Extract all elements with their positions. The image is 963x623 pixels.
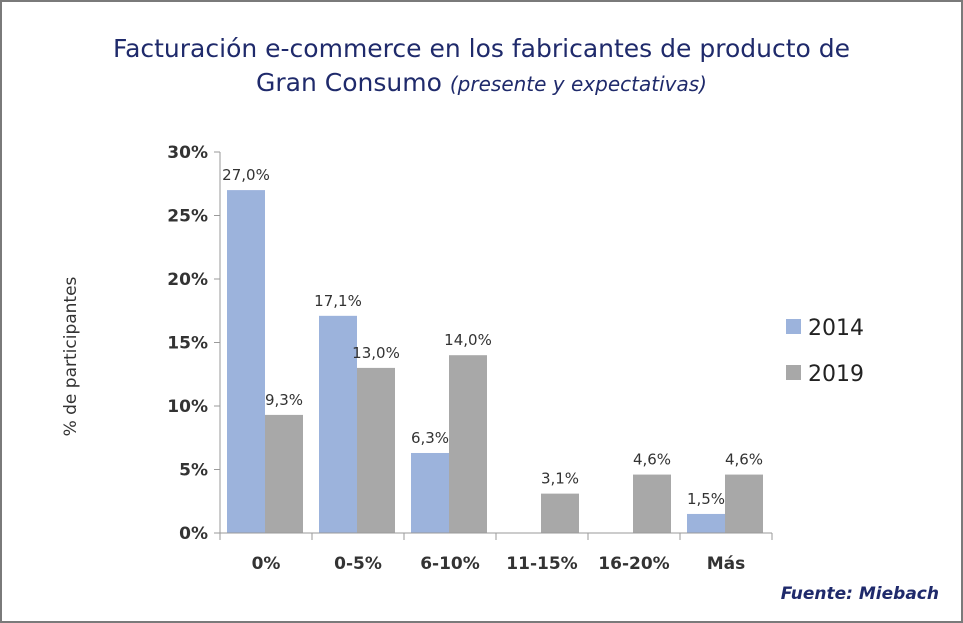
legend-swatch-2019 — [786, 365, 801, 380]
bar-2014-2 — [411, 452, 449, 533]
y-tick-label-0: 0% — [179, 524, 208, 544]
bar-2019-2 — [449, 355, 487, 533]
bar-2014-1 — [319, 315, 357, 533]
chart-title-line1: Facturación e-commerce en los fabricante… — [112, 34, 850, 63]
legend-label-2014: 2014 — [808, 316, 864, 341]
legend-label-2019: 2019 — [808, 362, 864, 387]
legend-layer: 2014 2019 — [786, 316, 864, 387]
y-tick-label-3: 15% — [167, 334, 208, 354]
data-label-2019-1: 13,0% — [352, 344, 400, 362]
bar-2014-5 — [687, 513, 725, 533]
data-label-2019-4: 4,6% — [633, 451, 671, 469]
y-tick-label-2: 10% — [167, 397, 208, 417]
x-tick-label-1: 0-5% — [334, 554, 382, 574]
x-tick-label-5: Más — [707, 554, 746, 574]
legend-swatch-2014 — [786, 319, 801, 334]
data-label-2014-0: 27,0% — [222, 166, 270, 184]
y-axis-label: % de participantes — [61, 276, 81, 436]
data-label-2019-3: 3,1% — [541, 470, 579, 488]
data-label-2019-5: 4,6% — [725, 451, 763, 469]
bar-2019-4 — [633, 474, 671, 533]
x-tick-label-0: 0% — [252, 554, 281, 574]
x-tick-label-4: 16-20% — [598, 554, 669, 574]
source-note: Fuente: Miebach — [780, 584, 939, 604]
y-tick-label-1: 5% — [179, 461, 208, 481]
axes-layer: 0% 5% 10% 15% 20% 25% 30% 0% 0-5% 6-10% 11-15% 16-2… — [61, 143, 773, 574]
y-tick-label-5: 25% — [167, 207, 208, 227]
data-label-2014-5: 1,5% — [687, 490, 725, 508]
y-tick-label-4: 20% — [167, 270, 208, 290]
y-tick-label-6: 30% — [167, 143, 208, 163]
data-labels-layer: 27,0% 9,3% 17,1% 13,0% 6,3% 14,0% 3,1% 4,6% 1,5%… — [222, 166, 763, 508]
data-label-2014-1: 17,1% — [314, 292, 362, 310]
bar-2019-3 — [541, 493, 579, 533]
data-label-2019-0: 9,3% — [265, 391, 303, 409]
chart-title-main: Gran Consumo — [256, 68, 442, 97]
bars-layer — [227, 190, 763, 533]
bar-2019-0 — [265, 414, 303, 533]
data-label-2014-2: 6,3% — [411, 429, 449, 447]
bar-2019-5 — [725, 474, 763, 533]
x-tick-label-2: 6-10% — [420, 554, 480, 574]
data-label-2019-2: 14,0% — [444, 331, 492, 349]
chart-subtitle: (presente y expectativas) — [449, 72, 707, 96]
bar-2014-0 — [227, 190, 265, 533]
bar-2019-1 — [357, 367, 395, 533]
chart-title-line2: Gran Consumo (presente y expectativas) — [0, 68, 963, 99]
x-tick-label-3: 11-15% — [506, 554, 577, 574]
